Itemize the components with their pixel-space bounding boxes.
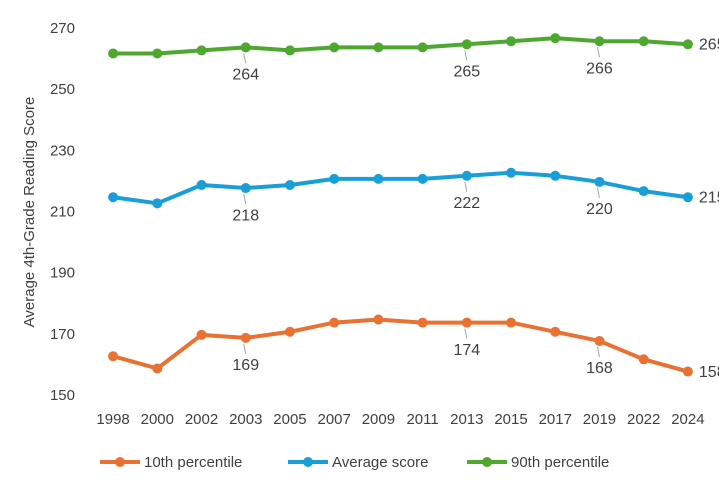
y-tick-label: 170 — [50, 326, 75, 343]
marker — [284, 326, 295, 337]
marker — [461, 317, 472, 328]
data-label: 158 — [699, 364, 719, 381]
x-tick-label: 2022 — [627, 411, 660, 428]
marker — [196, 179, 207, 190]
marker — [152, 198, 163, 209]
marker — [196, 45, 207, 56]
marker — [417, 42, 428, 53]
data-label: 218 — [232, 207, 259, 224]
marker — [682, 192, 693, 203]
x-tick-label: 2005 — [273, 411, 306, 428]
marker — [152, 48, 163, 59]
marker — [506, 36, 517, 47]
x-tick-label: 1998 — [96, 411, 129, 428]
legend-marker — [303, 457, 313, 467]
marker — [550, 170, 561, 181]
series-line — [112, 170, 689, 206]
marker — [373, 42, 384, 53]
marker — [550, 33, 561, 44]
leader-line — [243, 343, 247, 354]
marker — [550, 326, 561, 337]
marker — [638, 186, 649, 197]
leader-line — [596, 187, 600, 199]
marker — [329, 317, 340, 328]
y-tick-label: 150 — [50, 387, 75, 404]
data-label: 169 — [232, 357, 259, 374]
marker — [152, 363, 163, 374]
marker — [638, 36, 649, 47]
marker — [196, 329, 207, 340]
x-tick-label: 2017 — [539, 411, 572, 428]
x-tick-label: 2002 — [185, 411, 218, 428]
marker — [329, 173, 340, 184]
marker — [373, 314, 384, 325]
x-tick-label: 2011 — [406, 411, 438, 428]
y-tick-label: 190 — [50, 265, 75, 282]
data-label: 222 — [453, 195, 480, 212]
marker — [108, 48, 119, 59]
marker — [240, 42, 251, 53]
data-label: 265 — [453, 64, 480, 81]
marker — [594, 36, 605, 47]
x-tick-label: 2009 — [362, 411, 395, 428]
data-label: 174 — [453, 342, 480, 359]
y-axis-title: Average 4th-Grade Reading Score — [21, 97, 38, 328]
leader-line — [464, 328, 468, 339]
legend-label: 90th percentile — [511, 454, 609, 471]
marker — [461, 39, 472, 50]
data-label: 220 — [586, 201, 613, 218]
y-tick-label: 270 — [50, 20, 75, 37]
legend-marker — [482, 457, 492, 467]
x-tick-label: 2019 — [583, 411, 616, 428]
x-tick-label: 2024 — [671, 411, 704, 428]
marker — [506, 317, 517, 328]
data-label: 168 — [586, 360, 613, 377]
x-tick-label: 2013 — [450, 411, 483, 428]
marker — [240, 332, 251, 343]
marker — [417, 317, 428, 328]
legend-label: Average score — [332, 454, 428, 471]
marker — [108, 351, 119, 362]
marker — [594, 176, 605, 187]
x-tick-label: 2015 — [494, 411, 527, 428]
x-tick-label: 2007 — [317, 411, 350, 428]
marker — [506, 167, 517, 178]
marker — [417, 173, 428, 184]
series-line — [113, 36, 689, 56]
marker — [240, 183, 251, 194]
leader-line — [596, 47, 600, 58]
marker — [329, 42, 340, 53]
y-tick-label: 230 — [50, 142, 75, 159]
leader-line — [596, 346, 600, 358]
x-tick-label: 2003 — [229, 411, 262, 428]
marker — [108, 192, 119, 203]
marker — [461, 170, 472, 181]
series-line — [112, 317, 689, 374]
data-label: 266 — [586, 60, 613, 77]
y-tick-label: 250 — [50, 81, 75, 98]
leader-line — [464, 50, 468, 61]
leader-line — [464, 181, 468, 192]
y-tick-label: 210 — [50, 203, 75, 220]
marker — [373, 173, 384, 184]
legend-marker — [115, 457, 125, 467]
marker — [284, 179, 295, 190]
marker — [284, 45, 295, 56]
data-label: 265 — [699, 37, 719, 54]
marker — [682, 366, 693, 377]
leader-line — [243, 53, 247, 64]
marker — [682, 39, 693, 50]
x-tick-label: 2000 — [141, 411, 174, 428]
legend-label: 10th percentile — [144, 454, 242, 471]
leader-line — [243, 193, 247, 205]
marker — [638, 354, 649, 365]
marker — [594, 335, 605, 346]
data-label: 264 — [232, 67, 259, 84]
data-label: 215 — [699, 189, 719, 206]
